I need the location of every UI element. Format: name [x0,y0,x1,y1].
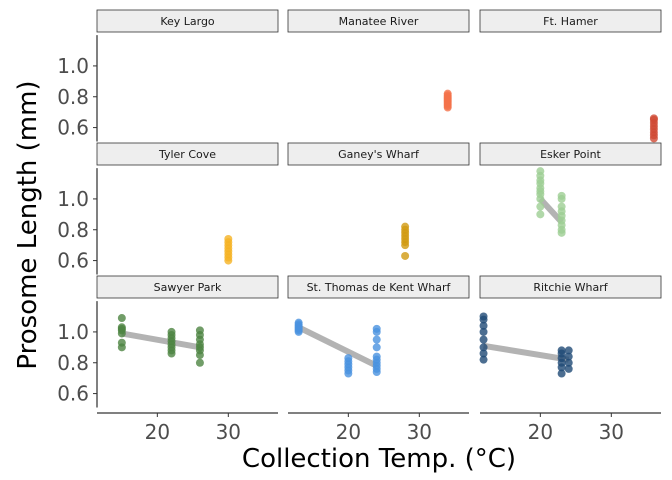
facet-strip [287,142,470,166]
data-point [564,358,573,367]
data-point [479,327,488,336]
panel-ganey-s-wharf: Ganey's Wharf [287,142,470,260]
x-axis-title: Collection Temp. (°C) [242,444,516,474]
panel-ft-hamer: Ft. Hamer [479,9,662,143]
y-tick-label: 1.0 [57,187,89,211]
data-point [294,318,303,327]
facet-strip [479,9,662,33]
y-tick-label: 1.0 [57,54,89,78]
facet-strip [479,275,662,299]
facet-strip [287,275,470,299]
facet-strip-label: Esker Point [540,148,601,161]
y-tick-label: 0.8 [57,218,89,242]
data-point [564,352,573,361]
facet-strip [96,275,279,299]
data-point [372,335,381,344]
facet-strip-label: Sawyer Park [154,281,222,294]
panel-sawyer-park: Sawyer Park 0.6 0.8 1.0 20 30 [57,275,279,444]
data-point [401,251,410,260]
data-point [372,352,381,361]
data-point [557,202,566,211]
data-point [372,324,381,333]
data-point [479,355,488,364]
data-point [536,210,545,219]
data-point [557,369,566,378]
x-tick-label: 20 [528,420,553,444]
y-tick-label: 0.6 [57,249,89,273]
y-tick-label: 0.6 [57,116,89,140]
facet-strip-label: Tyler Cove [158,148,216,161]
trend-line [297,324,379,369]
facet-strip [287,9,470,33]
y-tick-label: 1.0 [57,320,89,344]
data-point [564,364,573,373]
facet-strip [96,9,279,33]
data-point [536,202,545,211]
data-point [479,335,488,344]
x-tick-label: 30 [599,420,624,444]
y-tick-label: 0.8 [57,85,89,109]
x-tick-label: 30 [407,420,432,444]
facet-strip-label: Ft. Hamer [543,15,598,28]
trend-line [121,330,201,351]
data-point [401,222,410,231]
data-point [167,327,176,336]
data-point [443,89,452,98]
panel-esker-point: Esker Point [479,142,662,237]
data-point [557,191,566,200]
facet-strip-label: Ganey's Wharf [338,148,420,161]
facet-strip-label: Ritchie Wharf [533,281,608,294]
data-point [195,358,204,367]
facet-strip [479,142,662,166]
x-tick-label: 30 [216,420,241,444]
x-tick-label: 20 [145,420,170,444]
facet-strip-label: Manatee River [339,15,419,28]
data-point [224,235,233,243]
y-axis-title: Prosome Length (mm) [13,80,43,369]
data-point [649,114,658,123]
x-tick-label: 20 [336,420,361,444]
data-point [479,312,488,321]
data-point [117,338,126,347]
trend-line [538,196,564,225]
data-point [557,346,566,355]
panels-layer: Key Largo 0.6 0.8 1.0 Manatee River Ft. Hamer… [57,9,662,444]
panel-st-thomas-de-kent-wharf: St. Thomas de Kent Wharf 20 30 [287,275,470,444]
data-point [564,346,573,355]
data-point [479,321,488,330]
data-point [195,326,204,335]
data-point [536,167,545,176]
facet-strip-label: Key Largo [160,15,215,28]
panel-ritchie-wharf: Ritchie Wharf 20 30 [479,275,662,444]
data-point [117,323,126,332]
y-tick-label: 0.8 [57,351,89,375]
data-point [117,314,126,323]
data-point [479,343,488,352]
trend-line [483,342,570,363]
y-tick-label: 0.6 [57,382,89,406]
data-point [344,354,353,363]
facet-strip [96,142,279,166]
facet-strip-label: St. Thomas de Kent Wharf [307,281,452,294]
panel-manatee-river: Manatee River [287,9,470,112]
data-point [372,343,381,352]
panel-tyler-cove: Tyler Cove 0.6 0.8 1.0 [57,142,279,275]
panel-key-largo: Key Largo 0.6 0.8 1.0 [57,9,279,142]
data-point [479,349,488,358]
